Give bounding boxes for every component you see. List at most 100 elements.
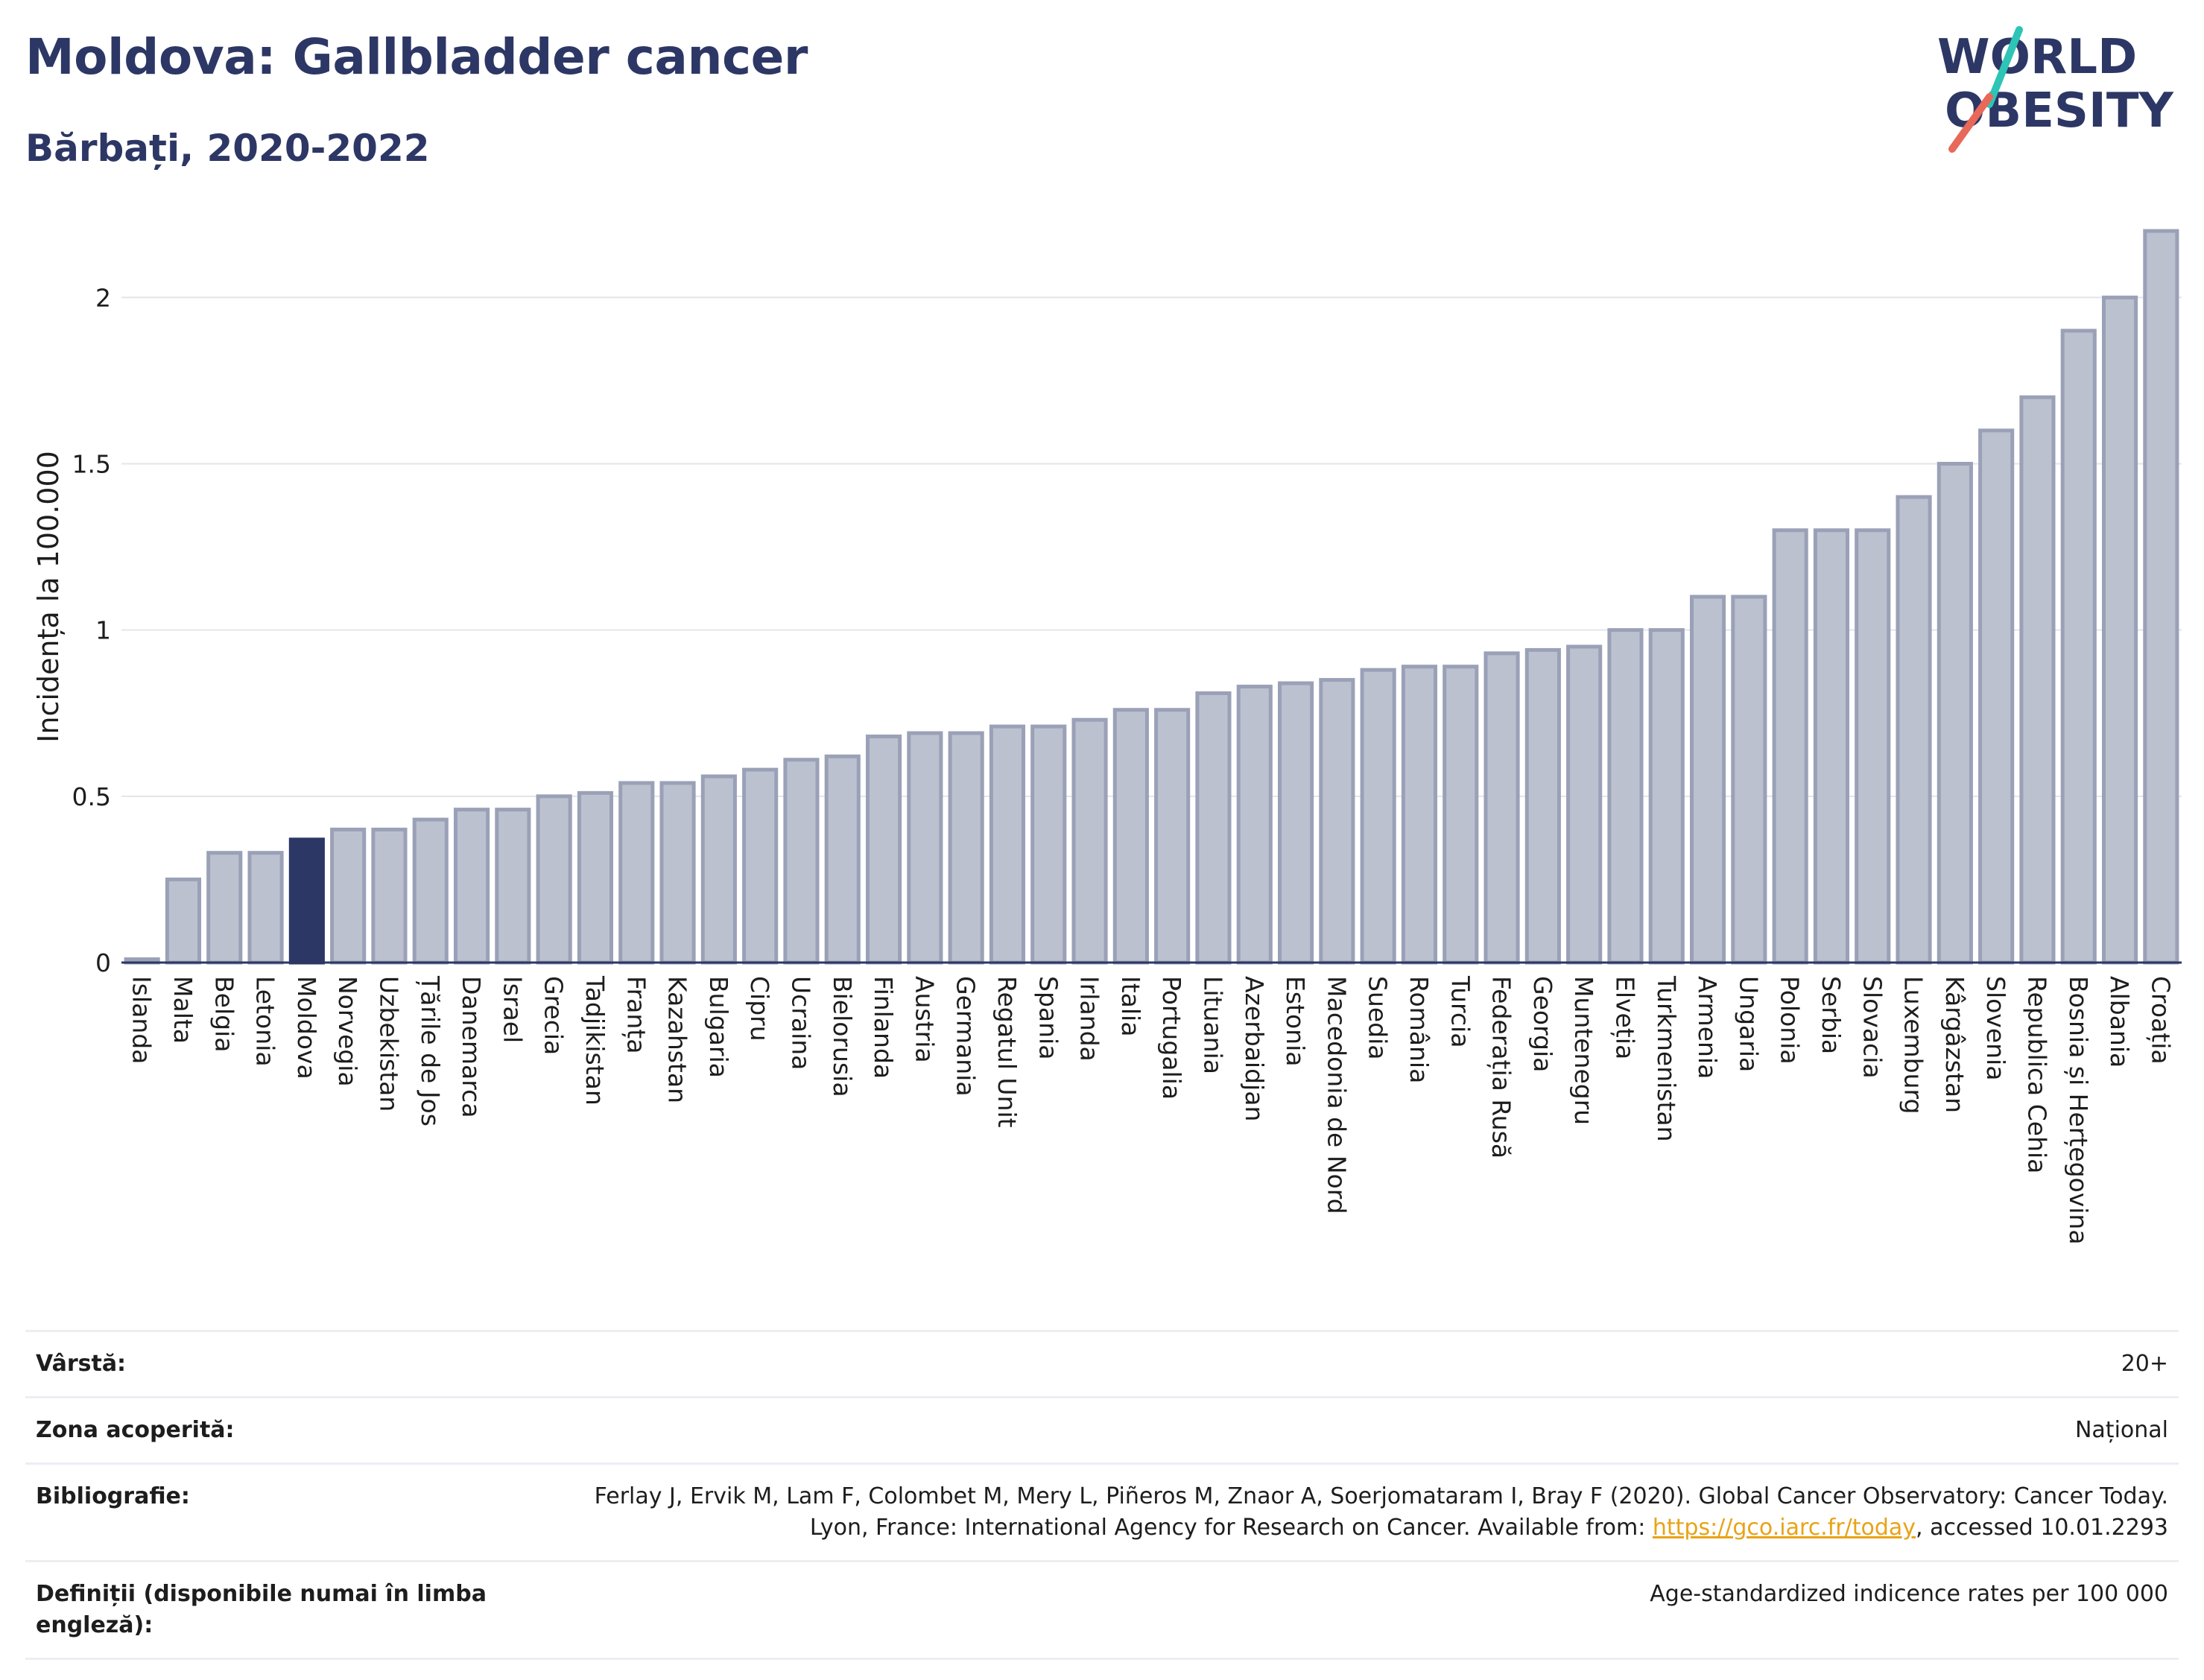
bar-italia [1112, 708, 1149, 965]
x-tick-label: Turcia [1445, 975, 1475, 1047]
x-tick-label: Finlanda [869, 976, 898, 1079]
y-axis-ticks: 0 0.5 1 1.5 2 [72, 283, 111, 977]
x-tick-label: Elveția [1609, 976, 1639, 1059]
x-tick-label: Spania [1033, 976, 1063, 1059]
x-tick-label: Belgia [209, 976, 238, 1052]
y-tick-label: 2 [95, 283, 111, 312]
bar-slovacia [1855, 528, 1891, 965]
bar-armenia [1689, 595, 1726, 965]
x-tick-label: Italia [1116, 976, 1145, 1036]
x-tick-label: Israel [498, 976, 527, 1043]
bar-bulgaria [700, 774, 737, 965]
bibliography-accessed: , accessed 10.01.2293 [1916, 1515, 2168, 1541]
x-tick-label: Slovacia [1858, 976, 1887, 1079]
bar-albania [2101, 295, 2138, 965]
logo-slash-coral [1948, 93, 1993, 153]
info-table: Vârstă: 20+ Zona acoperită: Național Bib… [25, 1330, 2179, 1660]
x-tick-label: Kârgâzstan [1940, 976, 1969, 1113]
x-tick-label: Azerbaidjan [1240, 976, 1269, 1121]
x-tick-label: Grecia [539, 976, 569, 1055]
x-tick-label: Bulgaria [704, 976, 733, 1078]
x-tick-label: Franța [621, 976, 650, 1053]
bar-israel [495, 808, 531, 965]
bar-republica-cehia [2019, 395, 2056, 965]
x-tick-label: Danemarca [457, 976, 486, 1118]
bar-malta [165, 877, 202, 965]
bar-irlanda [1071, 717, 1108, 965]
bar-moldova [288, 837, 325, 965]
bar-cipru [742, 767, 779, 965]
bar-finlanda [865, 734, 902, 965]
y-axis-title: Incidența la 100.000 [32, 451, 65, 743]
y-tick-label: 0 [95, 948, 111, 977]
x-tick-label: Polonia [1776, 976, 1805, 1065]
x-tick-label: Luxemburg [1899, 976, 1928, 1114]
bar-spania [1030, 724, 1067, 965]
bar-macedonia-de-nord [1319, 678, 1355, 965]
bar-franța [618, 781, 655, 965]
x-tick-label: Austria [910, 976, 939, 1063]
x-tick-label: Ungaria [1734, 976, 1763, 1072]
bar-lituania [1195, 691, 1232, 965]
x-tick-label: Bosnia și Herțegovina [2063, 976, 2093, 1245]
bar-tadjikistan [577, 790, 614, 965]
bar-ucraina [783, 758, 820, 965]
bar-kazahstan [659, 781, 696, 965]
bar-ungaria [1731, 595, 1767, 965]
x-tick-label: Uzbekistan [374, 976, 403, 1112]
info-row-definitions: Definiții (disponibile numai în limba en… [25, 1560, 2179, 1660]
logo-line1: WORLD [1937, 30, 2137, 85]
x-tick-label: Germania [951, 976, 981, 1097]
x-tick-label: Muntenegru [1569, 976, 1598, 1125]
x-tick-label: Cipru [745, 976, 774, 1042]
bar-țările-de-jos [412, 817, 449, 965]
world-obesity-logo: WORLD OBESITY [1937, 22, 2191, 156]
x-tick-label: România [1405, 976, 1434, 1083]
x-axis-labels: Islanda Malta Belgia Letonia Moldova Norvegia… [127, 975, 2176, 1245]
bar-georgia [1524, 647, 1561, 965]
info-row-age: Vârstă: 20+ [25, 1330, 2179, 1396]
bar-elveția [1607, 628, 1644, 965]
bar-grecia [536, 794, 572, 965]
x-tick-label: Armenia [1693, 976, 1722, 1079]
y-tick-label: 0.5 [72, 782, 111, 811]
info-value: Ferlay J, Ervik M, Lam F, Colombet M, Me… [559, 1481, 2168, 1544]
bibliography-text: Ferlay J, Ervik M, Lam F, Colombet M, Me… [594, 1483, 2168, 1541]
bar-estonia [1277, 681, 1314, 965]
x-tick-label: Turkmenistan [1652, 975, 1681, 1142]
bar-slovenia [1978, 428, 2015, 965]
x-tick-label: Irlanda [1075, 976, 1104, 1062]
info-value: Național [2074, 1417, 2168, 1443]
bar-serbia [1813, 528, 1850, 965]
x-tick-label: Moldova [292, 976, 321, 1080]
bar-uzbekistan [371, 827, 408, 965]
x-tick-label: Macedonia de Nord [1322, 976, 1351, 1214]
bar-polonia [1772, 528, 1808, 965]
page-title: Moldova: Gallbladder cancer [25, 28, 808, 86]
info-key: Vârstă: [36, 1351, 127, 1377]
bar-germania [948, 731, 984, 965]
source-link[interactable]: https://gco.iarc.fr/today [1652, 1515, 1916, 1541]
chart-bars [124, 229, 2179, 965]
x-tick-label: Lituania [1198, 976, 1227, 1074]
info-row-bibliography: Bibliografie: Ferlay J, Ervik M, Lam F, … [25, 1462, 2179, 1560]
bar-letonia [247, 851, 284, 965]
x-tick-label: Tadjikistan [580, 975, 609, 1106]
x-tick-label: Albania [2105, 976, 2134, 1068]
bar-norvegia [330, 827, 367, 965]
info-value: 20+ [2121, 1351, 2168, 1377]
x-tick-label: Republica Cehia [2022, 976, 2051, 1173]
x-tick-label: Regatul Unit [992, 976, 1022, 1128]
x-tick-label: Malta [168, 976, 197, 1044]
bar-belgia [206, 851, 243, 965]
bar-luxemburg [1896, 495, 1932, 965]
x-tick-label: Letonia [251, 976, 280, 1067]
x-tick-label: Serbia [1817, 976, 1846, 1054]
x-tick-label: Ucraina [786, 976, 815, 1070]
bar-românia [1401, 665, 1438, 965]
x-tick-label: Georgia [1528, 976, 1557, 1072]
bar-regatul-unit [989, 724, 1026, 965]
bar-turkmenistan [1648, 628, 1685, 965]
bar-turcia [1443, 665, 1479, 965]
bar-suedia [1360, 668, 1396, 965]
